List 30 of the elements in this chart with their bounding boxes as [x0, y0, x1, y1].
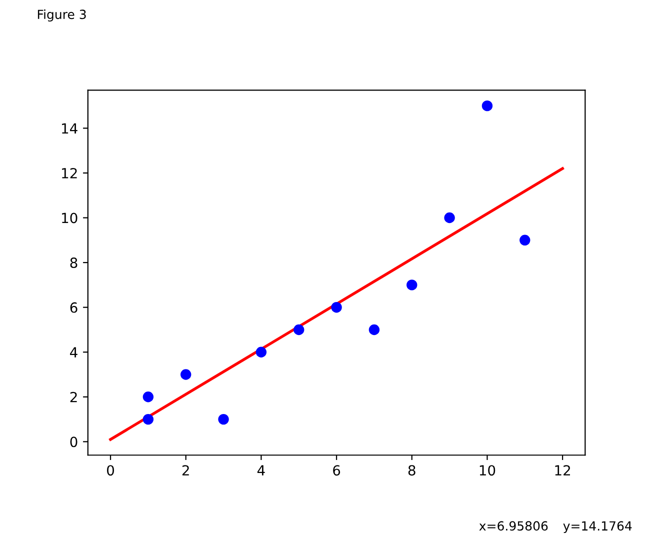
chart-title: Figure 3 — [38, 9, 86, 22]
y-tick-label: 12 — [62, 168, 77, 178]
point — [256, 346, 267, 358]
x-tick-label: 12 — [555, 465, 570, 476]
point — [482, 100, 493, 112]
y-tick-label: 4 — [70, 347, 78, 358]
y-tick-label: 6 — [70, 302, 78, 313]
y-tick-label: 10 — [62, 212, 78, 224]
point — [142, 392, 154, 402]
point — [142, 414, 154, 425]
x-tick-label: 10 — [480, 465, 496, 476]
point — [444, 212, 455, 224]
text: x=6.95806 — [479, 521, 548, 531]
point — [218, 414, 229, 425]
point — [368, 324, 380, 336]
point — [520, 234, 530, 246]
point — [180, 369, 192, 380]
point — [294, 324, 304, 336]
y-tick-label: 8 — [70, 258, 78, 268]
y-tick-label: 0 — [70, 436, 78, 448]
x-tick-label: 6 — [333, 465, 340, 476]
x-tick-label: 4 — [257, 465, 265, 476]
point — [406, 280, 418, 290]
y-tick-label: 14 — [62, 123, 78, 134]
x-tick-label: 8 — [408, 465, 416, 476]
text: y=14.1764 — [563, 521, 632, 534]
x-tick-label: 0 — [107, 465, 114, 476]
y-tick-label: 2 — [70, 392, 77, 402]
x-tick-label: 2 — [182, 465, 189, 476]
point — [331, 302, 342, 313]
